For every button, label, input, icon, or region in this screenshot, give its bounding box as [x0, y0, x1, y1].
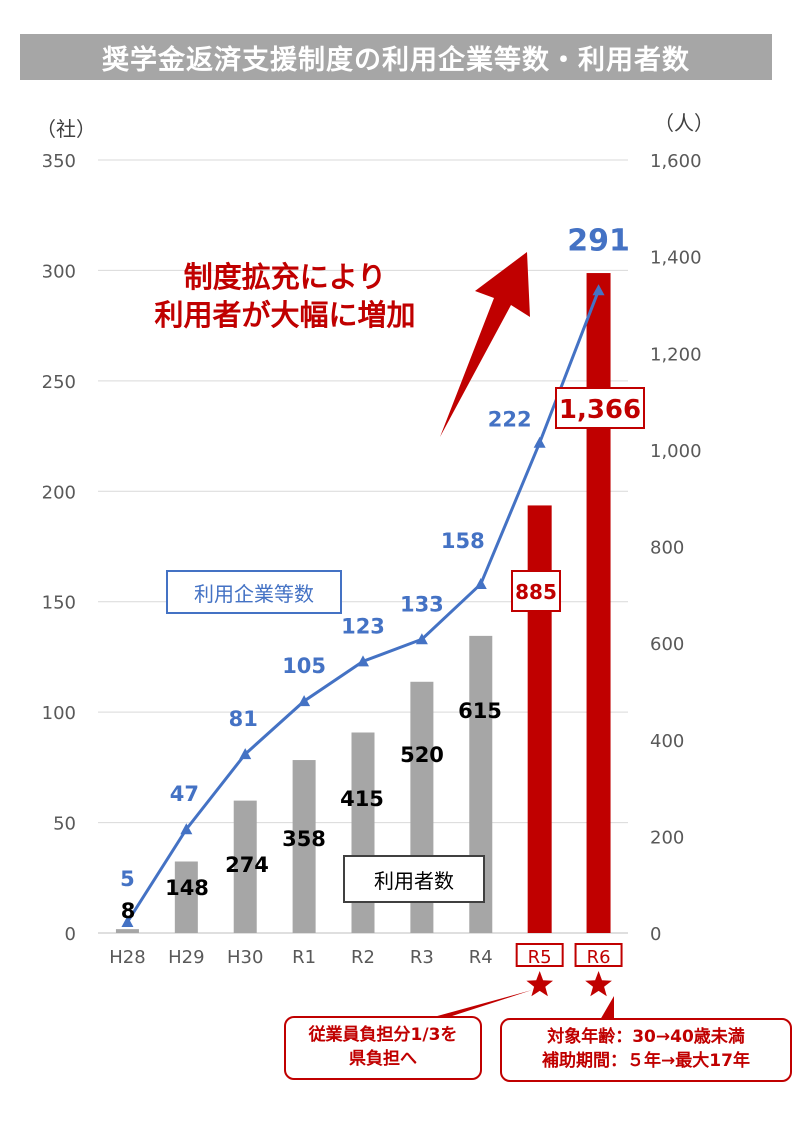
- left-tick-label: 300: [42, 261, 76, 282]
- x-tick-label: R2: [351, 947, 375, 968]
- left-tick-label: 150: [42, 593, 76, 614]
- user-value-label: 274: [225, 853, 269, 877]
- left-axis-unit: （社）: [36, 117, 96, 141]
- right-tick-label: 200: [650, 827, 684, 848]
- increase-arrow-icon: [440, 252, 530, 437]
- bar-users: [292, 760, 316, 933]
- user-value-box-r5: [511, 570, 561, 612]
- x-tick-label: H29: [168, 947, 204, 968]
- callout-r6-line-1: 対象年齢：30→40歳未満: [547, 1027, 745, 1047]
- user-value-label: 8: [121, 899, 136, 923]
- marker-triangle-icon: [357, 655, 369, 667]
- user-value-box-r6: [555, 387, 645, 429]
- x-tick-label: R6: [587, 947, 611, 968]
- callout-r6: 対象年齢：30→40歳未満 補助期間：５年→最大17年: [500, 1018, 792, 1082]
- callout-r5-line-1: 従業員負担分1/3を: [308, 1025, 458, 1045]
- x-tick-label: R3: [410, 947, 434, 968]
- company-value-label: 158: [441, 529, 485, 553]
- annotation-text: 制度拡充により 利用者が大幅に増加: [120, 258, 450, 334]
- company-value-label: 133: [400, 592, 444, 616]
- company-value-label: 291: [567, 223, 630, 258]
- bar-users: [233, 800, 257, 933]
- bar-users: [586, 273, 611, 933]
- callout-pointer-r6: [600, 996, 614, 1020]
- company-value-label: 123: [341, 614, 385, 638]
- company-value-label: 5: [120, 867, 135, 891]
- left-tick-label: 0: [65, 924, 76, 945]
- user-value-label: 520: [400, 743, 444, 767]
- x-tick-label: R5: [528, 947, 552, 968]
- left-tick-label: 350: [42, 151, 76, 172]
- callout-r5: 従業員負担分1/3を 県負担へ: [284, 1016, 482, 1080]
- legend-users: 利用者数: [343, 855, 485, 903]
- marker-triangle-icon: [121, 915, 134, 927]
- right-tick-label: 1,000: [650, 441, 702, 462]
- company-value-label: 105: [282, 654, 326, 678]
- company-value-label: 47: [170, 782, 199, 806]
- annotation-line-2: 利用者が大幅に増加: [154, 298, 416, 332]
- callout-r6-line-2: 補助期間：５年→最大17年: [542, 1051, 750, 1071]
- right-tick-label: 600: [650, 634, 684, 655]
- marker-triangle-icon: [180, 823, 193, 835]
- bar-users: [527, 505, 552, 933]
- bar-users: [174, 861, 198, 933]
- chart-title: 奨学金返済支援制度の利用企業等数・利用者数: [20, 34, 772, 80]
- left-tick-label: 50: [53, 814, 76, 835]
- legend-companies: 利用企業等数: [166, 570, 342, 614]
- user-value-label: 358: [282, 827, 326, 851]
- marker-triangle-icon: [298, 695, 311, 707]
- user-value-label: 615: [458, 699, 502, 723]
- star-icon: [585, 971, 612, 997]
- marker-triangle-icon: [239, 748, 252, 760]
- x-tick-label: H30: [227, 947, 263, 968]
- company-value-label: 81: [229, 707, 258, 731]
- category-box: [574, 943, 623, 967]
- company-value-label: 222: [488, 408, 532, 432]
- x-tick-label: R1: [292, 947, 316, 968]
- left-tick-label: 200: [42, 482, 76, 503]
- user-value-label-r6: 1,366: [559, 395, 641, 425]
- right-tick-label: 1,600: [650, 151, 702, 172]
- star-icon: [526, 971, 553, 997]
- category-box: [515, 943, 564, 967]
- annotation-line-1: 制度拡充により: [183, 260, 387, 294]
- x-tick-label: R4: [469, 947, 493, 968]
- user-value-label: 148: [165, 876, 209, 900]
- right-axis-unit: （人）: [654, 111, 714, 135]
- left-tick-label: 100: [42, 703, 76, 724]
- marker-triangle-icon: [592, 284, 605, 296]
- callout-pointer-r5: [430, 990, 532, 1018]
- marker-triangle-icon: [415, 633, 428, 645]
- user-value-label-r5: 885: [515, 580, 557, 604]
- left-tick-label: 250: [42, 372, 76, 393]
- bar-users: [115, 929, 139, 933]
- user-value-label: 415: [340, 787, 384, 811]
- right-tick-label: 1,400: [650, 248, 702, 269]
- right-tick-label: 400: [650, 731, 684, 752]
- x-tick-label: H28: [109, 947, 145, 968]
- marker-triangle-icon: [474, 578, 487, 590]
- right-tick-label: 0: [650, 924, 661, 945]
- callout-r5-line-2: 県負担へ: [349, 1049, 417, 1069]
- right-tick-label: 1,200: [650, 344, 702, 365]
- marker-triangle-icon: [533, 436, 546, 448]
- right-tick-label: 800: [650, 538, 684, 559]
